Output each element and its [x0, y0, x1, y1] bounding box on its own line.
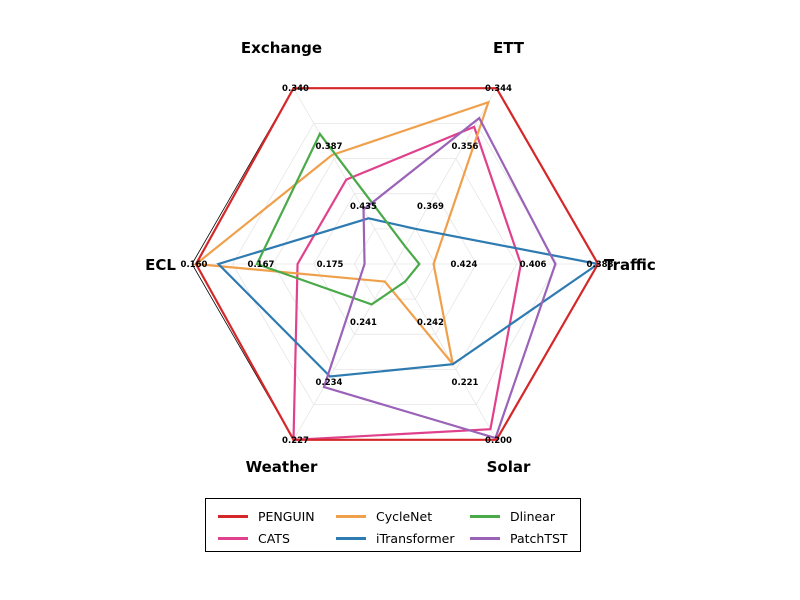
tick-label: 0.234	[316, 378, 343, 388]
legend-label: CycleNet	[376, 508, 433, 524]
series-line-itransformer	[216, 217, 601, 378]
legend-label: CATS	[258, 530, 290, 546]
axis-label-traffic: Traffic	[604, 256, 656, 274]
legend-item-itransformer: iTransformer	[336, 527, 470, 549]
legend-label: Dlinear	[510, 508, 555, 524]
axis-label-ett: ETT	[493, 39, 525, 57]
grid-spoke-1	[394, 87, 497, 265]
tick-label: 0.435	[350, 202, 377, 212]
legend-item-cyclenet: CycleNet	[336, 505, 470, 527]
series-line-cats	[292, 125, 522, 441]
radar-axis-labels: Exchange ETT Traffic Solar Weather ECL	[145, 39, 656, 476]
legend-swatch	[336, 536, 366, 540]
legend-label: iTransformer	[376, 530, 455, 546]
legend-swatch	[336, 514, 366, 518]
tick-label: 0.200	[485, 436, 512, 446]
legend-label: PatchTST	[510, 530, 568, 546]
legend-item-dlinear: Dlinear	[470, 505, 580, 527]
tick-label: 0.227	[282, 436, 309, 446]
axis-label-solar: Solar	[487, 458, 531, 476]
legend-item-patchtst: PatchTST	[470, 527, 580, 549]
legend-swatch	[218, 514, 248, 518]
radar-chart: 0.340 0.387 0.435 0.344 0.356 0.369 0.388 0.406…	[145, 39, 656, 476]
tick-label: 0.344	[485, 84, 512, 94]
tick-label: 0.388	[587, 260, 614, 270]
legend-swatch	[218, 536, 248, 540]
axis-label-exchange: Exchange	[241, 39, 322, 57]
tick-label: 0.241	[350, 318, 377, 328]
tick-label: 0.356	[452, 142, 479, 152]
tick-label: 0.221	[452, 378, 479, 388]
tick-label: 0.160	[181, 260, 208, 270]
tick-label: 0.406	[520, 260, 547, 270]
axis-label-weather: Weather	[246, 458, 318, 476]
legend-swatch	[470, 536, 500, 540]
series-line-dlinear	[255, 131, 421, 306]
grid-spoke-4	[293, 263, 396, 441]
radar-tick-labels: 0.340 0.387 0.435 0.344 0.356 0.369 0.388 0.406…	[181, 84, 614, 446]
tick-label: 0.175	[317, 260, 344, 270]
legend-label: PENGUIN	[258, 508, 315, 524]
radar-series	[193, 87, 601, 441]
legend-swatch	[470, 514, 500, 518]
tick-label: 0.242	[417, 318, 444, 328]
grid-spoke-0	[293, 87, 396, 265]
grid-spoke-3	[394, 263, 497, 441]
tick-label: 0.369	[417, 202, 444, 212]
chart-legend: PENGUIN CycleNet Dlinear CATS iTransformer Pa…	[205, 498, 581, 552]
tick-label: 0.424	[451, 260, 478, 270]
series-line-penguin	[194, 87, 600, 441]
series-line-patchtst	[322, 116, 557, 440]
tick-label: 0.340	[282, 84, 309, 94]
tick-label: 0.387	[316, 142, 343, 152]
tick-label: 0.167	[248, 260, 275, 270]
legend-item-cats: CATS	[218, 527, 336, 549]
axis-label-ecl: ECL	[145, 256, 176, 274]
legend-item-penguin: PENGUIN	[218, 505, 336, 527]
